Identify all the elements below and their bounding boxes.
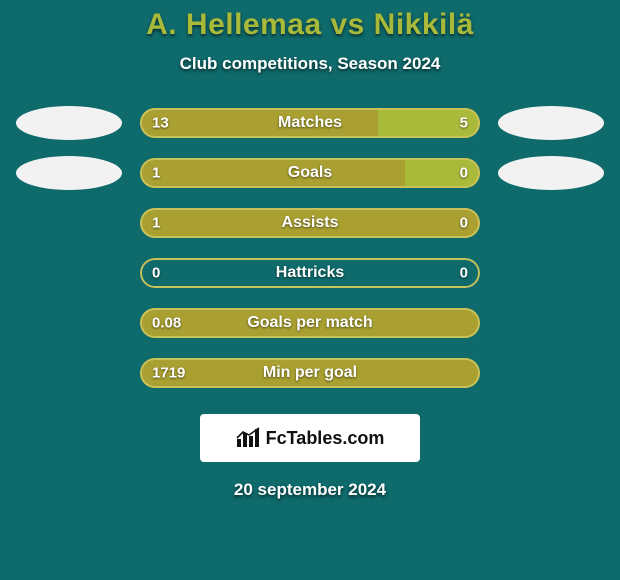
stat-bar: 1 0 Assists [140, 208, 480, 238]
side-spacer [16, 306, 122, 340]
stat-value-left: 13 [152, 115, 169, 132]
stat-label: Hattricks [276, 264, 344, 282]
player-right-oval [498, 106, 604, 140]
stat-value-right: 5 [460, 115, 468, 132]
side-spacer [498, 306, 604, 340]
bar-segment-right [405, 158, 480, 188]
stat-bar: 13 5 Matches [140, 108, 480, 138]
stat-label: Min per goal [263, 364, 357, 382]
side-spacer [498, 356, 604, 390]
player-left-oval [16, 106, 122, 140]
player-left-oval [16, 156, 122, 190]
bar-chart-icon [236, 427, 262, 449]
stat-row: 13 5 Matches [0, 106, 620, 140]
player-right-oval [498, 156, 604, 190]
brand-text: FcTables.com [266, 428, 385, 449]
bar-segment-left [140, 108, 378, 138]
stat-value-right: 0 [460, 165, 468, 182]
stat-row: 0 0 Hattricks [0, 256, 620, 290]
stat-label: Goals per match [247, 314, 372, 332]
subtitle: Club competitions, Season 2024 [0, 54, 620, 74]
stat-bar: 0.08 Goals per match [140, 308, 480, 338]
stat-row: 0.08 Goals per match [0, 306, 620, 340]
brand-badge: FcTables.com [200, 414, 420, 462]
stat-label: Goals [288, 164, 332, 182]
side-spacer [16, 256, 122, 290]
bar-segment-left [140, 158, 405, 188]
side-spacer [16, 206, 122, 240]
stat-row: 1 0 Goals [0, 156, 620, 190]
stat-row: 1 0 Assists [0, 206, 620, 240]
stat-row: 1719 Min per goal [0, 356, 620, 390]
stat-value-right: 0 [460, 265, 468, 282]
stat-value-left: 0 [152, 265, 160, 282]
stat-value-left: 1719 [152, 365, 185, 382]
stat-bar: 0 0 Hattricks [140, 258, 480, 288]
stat-label: Matches [278, 114, 342, 132]
stat-bar: 1719 Min per goal [140, 358, 480, 388]
stat-value-right: 0 [460, 215, 468, 232]
page-title: A. Hellemaa vs Nikkilä [0, 8, 620, 42]
stat-bar: 1 0 Goals [140, 158, 480, 188]
stat-value-left: 1 [152, 215, 160, 232]
comparison-card: A. Hellemaa vs Nikkilä Club competitions… [0, 0, 620, 580]
side-spacer [498, 256, 604, 290]
stat-value-left: 1 [152, 165, 160, 182]
side-spacer [16, 356, 122, 390]
stat-rows: 13 5 Matches 1 0 Goals 1 0 Assists 0 0 Hattricks 0.0… [0, 106, 620, 390]
stat-label: Assists [282, 214, 339, 232]
footer-date: 20 september 2024 [0, 480, 620, 500]
stat-value-left: 0.08 [152, 315, 181, 332]
side-spacer [498, 206, 604, 240]
